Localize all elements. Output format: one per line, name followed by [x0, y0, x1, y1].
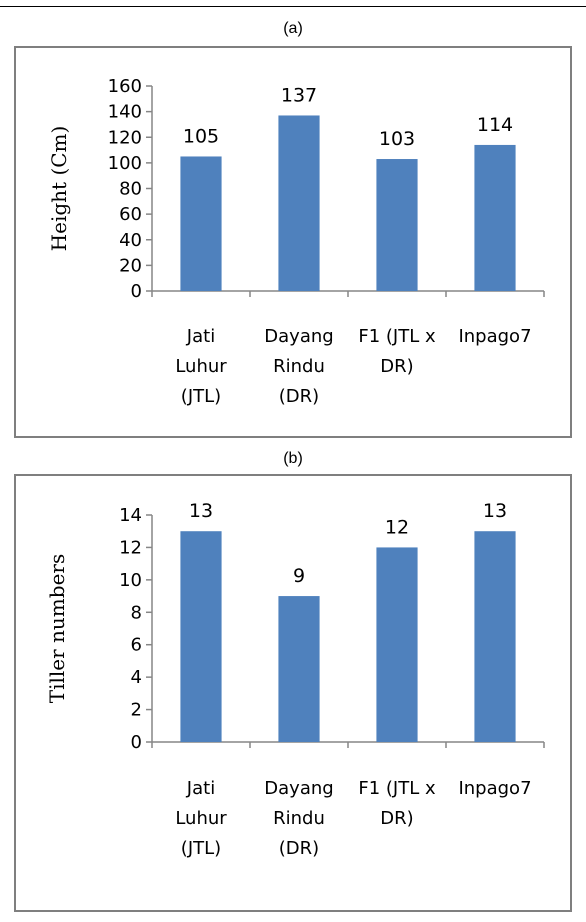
category-label: (DR)	[279, 386, 319, 407]
y-tick-label: 100	[108, 153, 142, 174]
y-axis-title: Height (Cm)	[47, 126, 71, 252]
y-tick-label: 12	[119, 537, 142, 558]
y-tick-label: 8	[131, 602, 142, 623]
y-tick-label: 6	[131, 635, 142, 656]
category-label: Rindu	[273, 808, 325, 829]
bar	[376, 547, 418, 742]
bar	[180, 156, 222, 291]
category-label: Dayang	[264, 326, 333, 347]
panel-a-label: (a)	[283, 20, 303, 37]
y-tick-label: 0	[131, 281, 142, 302]
height-chart-frame: 0 20 40 60 80 100 120 140 160 105 Jati Luhur (JTL) 13…	[14, 46, 572, 438]
category-label: Inpago7	[458, 326, 531, 347]
y-axis-title: Tiller numbers	[45, 554, 69, 703]
y-tick-label: 4	[131, 667, 142, 688]
y-tick-label: 10	[119, 570, 142, 591]
category-label: Inpago7	[458, 778, 531, 799]
y-tick-label: 80	[119, 179, 142, 200]
bar	[474, 144, 516, 291]
category-label: Jati	[186, 326, 215, 347]
category-label: Dayang	[264, 778, 333, 799]
category-label: Jati	[186, 778, 215, 799]
y-tick-label: 2	[131, 700, 142, 721]
category-label: (JTL)	[181, 386, 221, 407]
data-label: 105	[183, 125, 219, 147]
bar	[278, 115, 320, 291]
category-label: (JTL)	[181, 838, 221, 859]
y-tick-label: 140	[108, 102, 142, 123]
category-label: Rindu	[273, 356, 325, 377]
category-label: (DR)	[279, 838, 319, 859]
data-label: 13	[483, 500, 507, 522]
data-label: 103	[379, 128, 415, 150]
data-label: 12	[385, 516, 409, 538]
category-label: DR)	[380, 808, 413, 829]
panel-b-label: (b)	[283, 450, 303, 467]
y-tick-label: 60	[119, 204, 142, 225]
y-tick-label: 14	[119, 505, 142, 526]
bar	[474, 531, 516, 742]
data-label: 137	[281, 84, 317, 106]
data-label: 13	[189, 500, 213, 522]
category-label: DR)	[380, 356, 413, 377]
bar	[180, 531, 222, 742]
y-tick-label: 0	[131, 732, 142, 753]
category-label: F1 (JTL x	[358, 326, 436, 347]
bar	[278, 596, 320, 742]
y-tick-label: 120	[108, 127, 142, 148]
y-tick-label: 40	[119, 230, 142, 251]
data-label: 114	[477, 114, 513, 136]
y-tick-label: 20	[119, 255, 142, 276]
y-tick-label: 160	[108, 76, 142, 97]
category-label: Luhur	[175, 356, 227, 377]
data-label: 9	[293, 565, 305, 587]
top-rule	[0, 6, 586, 7]
category-label: F1 (JTL x	[358, 778, 436, 799]
category-label: Luhur	[175, 808, 227, 829]
height-chart: 0 20 40 60 80 100 120 140 160 105 Jati Luhur (JTL) 13…	[47, 76, 545, 407]
tiller-chart: 0 2 4 6 8 10 12 14 13 Jati Luhur (JTL) 9 Dayang Rindu (…	[45, 500, 545, 859]
bar	[376, 159, 418, 291]
tiller-chart-frame: 0 2 4 6 8 10 12 14 13 Jati Luhur (JTL) 9 Dayang Rindu (…	[14, 474, 572, 912]
